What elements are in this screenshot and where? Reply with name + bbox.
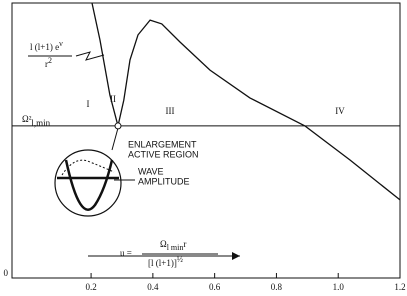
x-tick-label: 0.4 <box>147 282 159 292</box>
inset-label: ACTIVE REGION <box>128 149 199 159</box>
denominator-sup: 2 <box>48 56 52 65</box>
u-sub: l min <box>167 243 184 252</box>
u-arrowhead <box>232 252 240 260</box>
wave-label: WAVE <box>138 166 164 176</box>
u-omega: Ω <box>160 239 167 249</box>
series-line <box>91 2 401 201</box>
inset-pointer <box>111 127 119 151</box>
inset <box>54 127 135 217</box>
numerator-text: l (l+1) e <box>30 42 59 52</box>
numerator-sup: ν <box>59 39 63 48</box>
potential-numerator: l (l+1) eν <box>30 39 63 52</box>
inset-wave <box>64 159 114 211</box>
u-lhs: u = <box>120 248 132 258</box>
region-label: III <box>166 106 175 116</box>
region-label: I <box>87 99 90 109</box>
y-tick-label: 0 <box>4 268 9 278</box>
u-r: r <box>183 239 186 249</box>
x-tick-label: 1.0 <box>333 282 345 292</box>
denominator-text: r <box>45 59 48 69</box>
inset-label: ENLARGEMENT <box>128 139 197 149</box>
potential-denominator: r2 <box>45 56 52 69</box>
inset-circle <box>54 149 122 217</box>
x-tick-label: 0.6 <box>209 282 221 292</box>
x-tick-label: 0.2 <box>85 282 96 292</box>
inset-amplitude <box>61 159 115 176</box>
reference-sub: l,min <box>31 118 50 128</box>
minimum-marker <box>114 122 122 130</box>
u-denominator: [l (l+1)]½ <box>148 255 183 268</box>
u-den-sup: ½ <box>177 255 183 264</box>
reference-symbol: Ω² <box>22 114 32 124</box>
wave-label: AMPLITUDE <box>138 176 190 186</box>
u-den: [l (l+1)] <box>148 258 177 268</box>
region-label: II <box>110 94 116 104</box>
x-tick-label: 1.2 <box>394 282 405 292</box>
u-numerator: Ωl minr <box>160 239 186 252</box>
x-tick-label: 0.8 <box>271 282 283 292</box>
potential-pointer <box>75 51 105 61</box>
region-label: IV <box>335 106 345 116</box>
reference-label: Ω²l,min <box>22 114 51 128</box>
plot-frame <box>11 2 401 279</box>
